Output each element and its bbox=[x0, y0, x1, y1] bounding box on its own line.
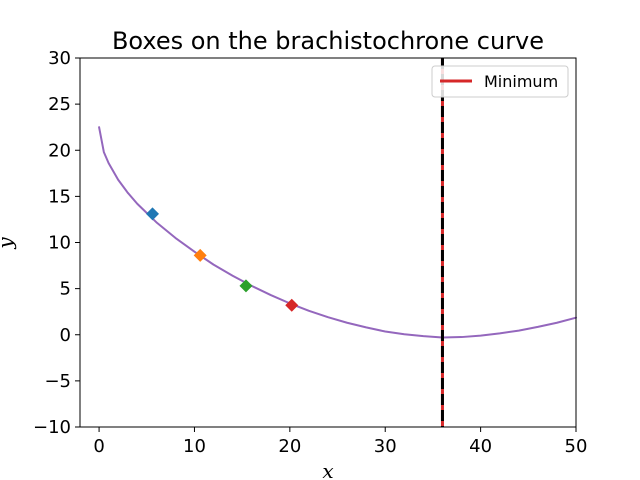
x-axis-label: x bbox=[322, 459, 333, 480]
y-axis-ticks: −10 −5 0 5 10 15 20 25 30 bbox=[33, 48, 80, 438]
x-tick-label: 20 bbox=[278, 436, 301, 457]
box-marker-4 bbox=[285, 298, 299, 312]
x-axis-ticks: 0 10 20 30 40 50 bbox=[93, 427, 587, 457]
y-tick-label: 10 bbox=[48, 233, 71, 254]
y-tick-label: 30 bbox=[48, 48, 71, 69]
chart-title: Boxes on the brachistochrone curve bbox=[112, 27, 544, 55]
y-tick-label: 5 bbox=[60, 279, 71, 300]
brachistochrone-curve bbox=[98, 126, 577, 339]
legend: Minimum bbox=[431, 65, 569, 98]
y-tick-label: −10 bbox=[33, 417, 71, 438]
x-tick-label: 50 bbox=[565, 436, 588, 457]
y-tick-label: 20 bbox=[48, 140, 71, 161]
box-marker-1 bbox=[145, 207, 159, 221]
y-axis-label: y bbox=[0, 237, 17, 250]
plot-frame bbox=[79, 57, 577, 428]
box-marker-3 bbox=[239, 279, 253, 293]
legend-box bbox=[431, 65, 569, 98]
y-tick-label: 25 bbox=[48, 94, 71, 115]
y-tick-label: −5 bbox=[44, 371, 71, 392]
x-tick-label: 30 bbox=[374, 436, 397, 457]
x-tick-label: 10 bbox=[183, 436, 206, 457]
plot-layer bbox=[98, 58, 577, 427]
y-tick-label: 15 bbox=[48, 186, 71, 207]
y-tick-label: 0 bbox=[60, 325, 71, 346]
x-tick-label: 0 bbox=[93, 436, 104, 457]
box-marker-2 bbox=[193, 248, 207, 262]
legend-label-minimum: Minimum bbox=[484, 72, 558, 91]
x-tick-label: 40 bbox=[469, 436, 492, 457]
